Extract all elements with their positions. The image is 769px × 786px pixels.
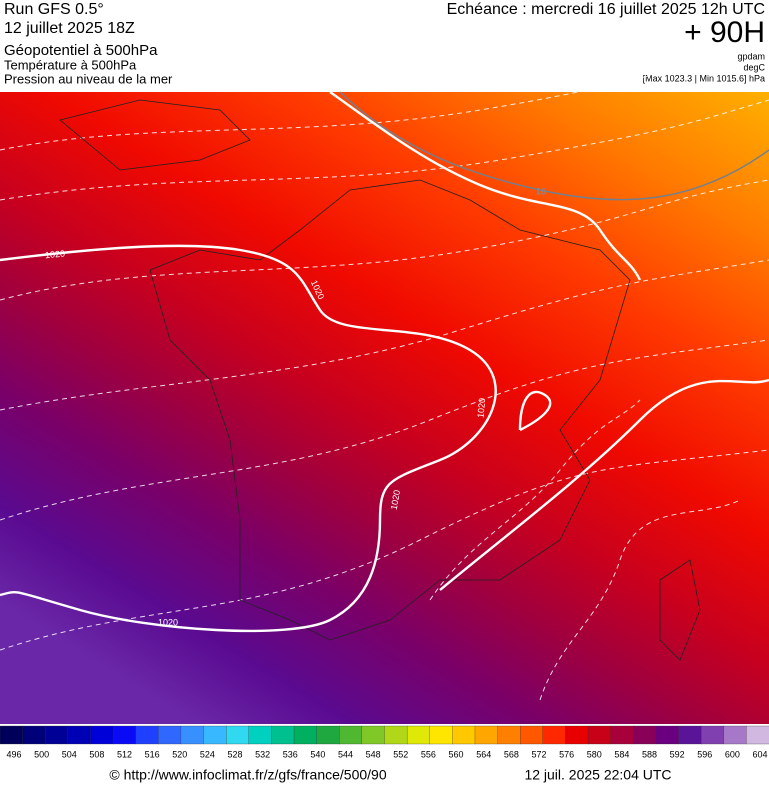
color-cell <box>700 725 725 745</box>
color-cell <box>158 725 182 745</box>
color-cell <box>384 725 408 745</box>
colorbar-tick-label: 532 <box>255 749 270 759</box>
colorbar-tick-label: 516 <box>145 749 160 759</box>
color-cell <box>474 725 499 745</box>
color-cell <box>655 725 679 745</box>
color-cell <box>587 725 612 745</box>
unit-label: degC <box>743 62 765 72</box>
colorbar-tick-label: 584 <box>614 749 629 759</box>
isobars <box>0 91 769 633</box>
colorbar-tick-label: 524 <box>200 749 215 759</box>
pressure-range: [Max 1023.3 | Min 1015.6] hPa <box>643 73 765 83</box>
colorbar-tick-label: 508 <box>89 749 104 759</box>
color-cell <box>67 725 91 745</box>
color-cell <box>610 725 634 745</box>
colorbar-tick-label: 600 <box>725 749 740 759</box>
colorbar-tick-label: 604 <box>752 749 767 759</box>
colorbar-tick-label: 588 <box>642 749 657 759</box>
color-cell <box>542 725 566 745</box>
color-cell <box>180 725 205 745</box>
field-label: Température à 500hPa <box>4 57 137 72</box>
colorbar-tick-label: 512 <box>117 749 132 759</box>
color-cell <box>723 725 747 745</box>
color-cell <box>746 725 769 745</box>
isoline-label: 16 <box>536 186 546 196</box>
lead-time: + 90H <box>684 16 765 49</box>
colorbar-tick-label: 596 <box>697 749 712 759</box>
colorbar-tick-label: 548 <box>366 749 381 759</box>
colorbar-tick-label: 500 <box>34 749 49 759</box>
field-label: Pression au niveau de la mer <box>4 71 173 86</box>
colorbar-tick-label: 552 <box>393 749 408 759</box>
isoline-label: 1020 <box>45 249 66 261</box>
color-cell <box>135 725 159 745</box>
colorbar-tick-label: 556 <box>421 749 436 759</box>
color-cell <box>633 725 657 745</box>
color-cell <box>361 725 385 745</box>
color-cell <box>316 725 340 745</box>
colorbar-tick-label: 520 <box>172 749 187 759</box>
color-cell <box>203 725 227 745</box>
color-cell <box>22 725 46 745</box>
colorbar-tick-label: 576 <box>559 749 574 759</box>
colorbar-tick-label: 528 <box>228 749 243 759</box>
color-cell <box>452 725 476 745</box>
color-cell <box>248 725 272 745</box>
valid-time: Echéance : mercredi 16 juillet 2025 12h … <box>447 1 765 18</box>
color-cell <box>271 725 295 745</box>
color-cell <box>226 725 250 745</box>
source-url: © http://www.infoclimat.fr/z/gfs/france/… <box>109 767 386 783</box>
colorbar-tick-label: 496 <box>6 749 21 759</box>
color-cell <box>678 725 702 745</box>
colorbar: 496 500 504 508 512 516 520 524 528 532 536 540 544 5… <box>0 725 769 759</box>
color-cell <box>406 725 431 745</box>
colorbar-tick-label: 568 <box>504 749 519 759</box>
colorbar-tick-label: 564 <box>476 749 491 759</box>
color-cell <box>339 725 363 745</box>
color-cell <box>429 725 453 745</box>
temperature-field <box>0 92 769 724</box>
color-cell <box>497 725 521 745</box>
isoline-label: 1020 <box>389 489 402 510</box>
isoline-label: 1020 <box>476 398 488 419</box>
unit-label: gpdam <box>737 51 765 61</box>
colorbar-tick-label: 504 <box>62 749 77 759</box>
run-date: 12 juillet 2025 18Z <box>4 20 135 37</box>
field-label: Géopotentiel à 500hPa <box>4 42 158 59</box>
color-cell <box>45 725 69 745</box>
color-cell <box>0 725 24 745</box>
colorbar-tick-label: 592 <box>670 749 685 759</box>
run-label: Run GFS 0.5° <box>4 1 104 18</box>
colorbar-tick-label: 536 <box>283 749 298 759</box>
colorbar-tick-label: 540 <box>310 749 325 759</box>
color-cell <box>112 725 137 745</box>
color-cell <box>90 725 114 745</box>
generated-time: 12 juil. 2025 22:04 UTC <box>524 767 671 783</box>
color-cell <box>520 725 544 745</box>
colorbar-tick-label: 580 <box>587 749 602 759</box>
coastlines <box>59 99 701 661</box>
color-cell <box>565 725 589 745</box>
colorbar-tick-label: 544 <box>338 749 353 759</box>
isotherm <box>339 91 769 201</box>
color-cell <box>293 725 318 745</box>
isoline-label: 1020 <box>158 617 178 627</box>
colorbar-tick-label: 572 <box>531 749 546 759</box>
colorbar-tick-label: 560 <box>449 749 464 759</box>
